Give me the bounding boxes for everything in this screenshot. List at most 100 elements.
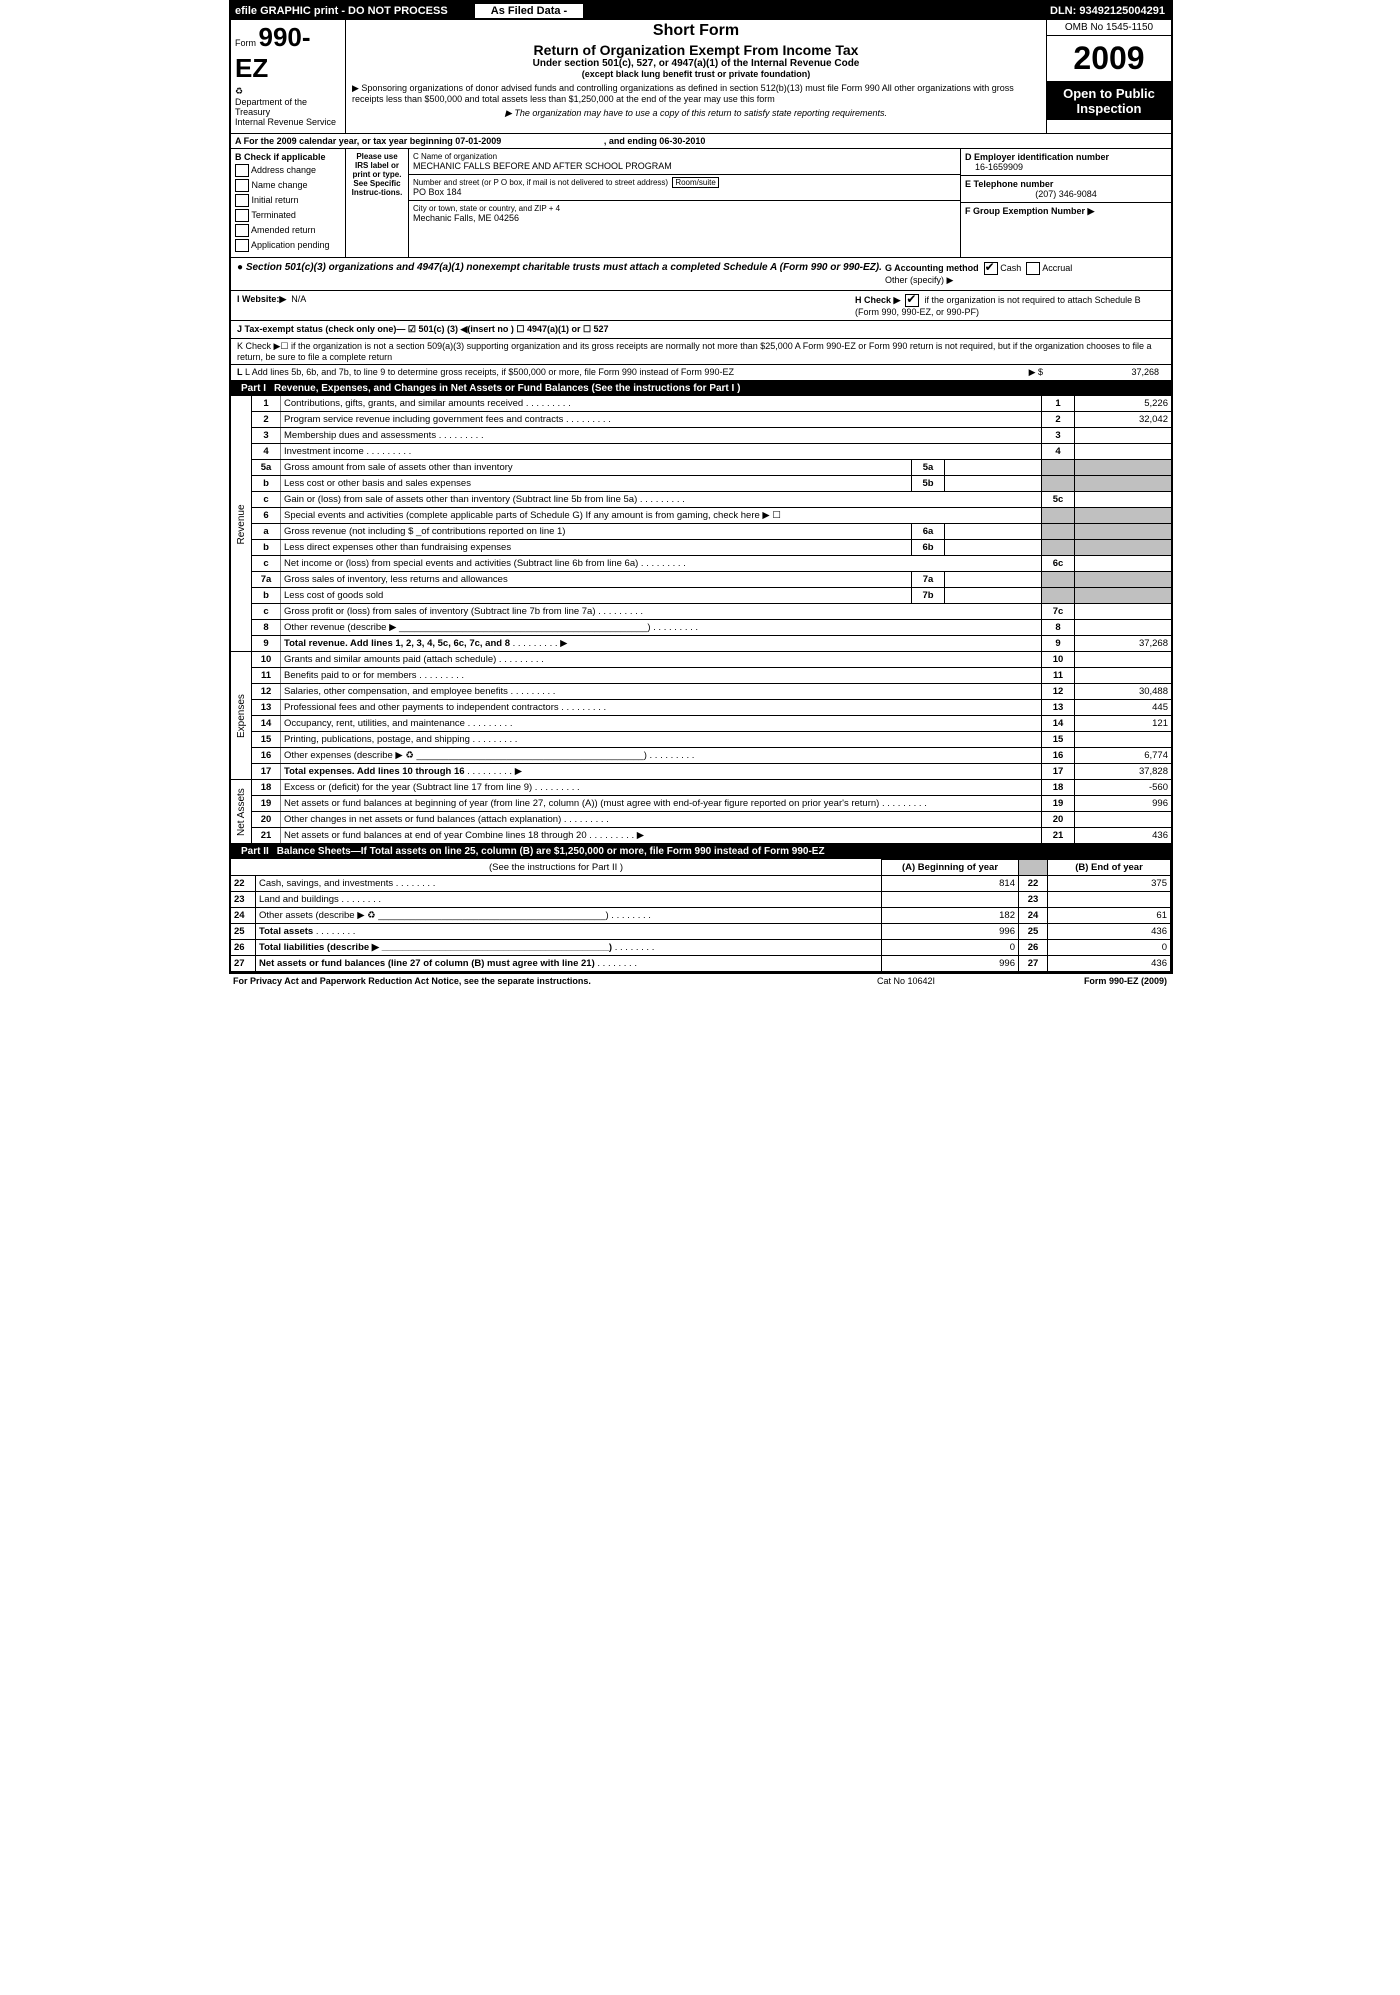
line-desc: Printing, publications, postage, and shi… bbox=[281, 732, 1042, 748]
line-desc: Other revenue (describe ▶ ______________… bbox=[281, 620, 1042, 636]
footer: For Privacy Act and Paperwork Reduction … bbox=[229, 974, 1171, 988]
line-amount bbox=[1075, 620, 1172, 636]
box-e-label: E Telephone number bbox=[965, 179, 1167, 189]
cash-label: Cash bbox=[1000, 263, 1021, 273]
line-number: 12 bbox=[252, 684, 281, 700]
table-row: Revenue1Contributions, gifts, grants, an… bbox=[231, 396, 1171, 412]
part2-note: (See the instructions for Part II ) bbox=[231, 860, 882, 876]
boxb-item: Name change bbox=[235, 179, 341, 192]
line-number: 11 bbox=[252, 668, 281, 684]
table-row: 6Special events and activities (complete… bbox=[231, 508, 1171, 524]
line-number: 27 bbox=[231, 956, 256, 972]
boxb-checkbox[interactable] bbox=[235, 179, 249, 192]
line-desc: Total expenses. Add lines 10 through 16 … bbox=[281, 764, 1042, 780]
line-number: 17 bbox=[252, 764, 281, 780]
line-ref: 11 bbox=[1042, 668, 1075, 684]
line-ref: 8 bbox=[1042, 620, 1075, 636]
sub-line-number: 6b bbox=[912, 540, 945, 556]
line-amount: -560 bbox=[1075, 780, 1172, 796]
line-ref-shaded bbox=[1042, 508, 1075, 524]
line-number: 25 bbox=[231, 924, 256, 940]
col-a-value: 0 bbox=[882, 940, 1019, 956]
sub-line-number: 5a bbox=[912, 460, 945, 476]
line-amount bbox=[1075, 556, 1172, 572]
line-amount bbox=[1075, 732, 1172, 748]
line-ref: 2 bbox=[1042, 412, 1075, 428]
row-h-checkbox[interactable] bbox=[905, 294, 919, 307]
irs-label: Internal Revenue Service bbox=[235, 117, 341, 127]
line-desc: Gross revenue (not including $ _of contr… bbox=[281, 524, 912, 540]
sub-line-value bbox=[945, 588, 1042, 604]
line-number: 3 bbox=[252, 428, 281, 444]
line-desc: Occupancy, rent, utilities, and maintena… bbox=[281, 716, 1042, 732]
line-desc: Land and buildings . . . . . . . . bbox=[256, 892, 882, 908]
col-b-value: 436 bbox=[1048, 924, 1171, 940]
boxb-checkbox[interactable] bbox=[235, 224, 249, 237]
line-desc: Salaries, other compensation, and employ… bbox=[281, 684, 1042, 700]
section-a-text: A For the 2009 calendar year, or tax yea… bbox=[235, 136, 501, 146]
sub-line-number: 7a bbox=[912, 572, 945, 588]
line-number: 9 bbox=[252, 636, 281, 652]
table-row: 23Land and buildings . . . . . . . .23 bbox=[231, 892, 1171, 908]
table-row: cGross profit or (loss) from sales of in… bbox=[231, 604, 1171, 620]
line-number: 10 bbox=[252, 652, 281, 668]
line-desc: Gain or (loss) from sale of assets other… bbox=[281, 492, 1042, 508]
line-number: a bbox=[252, 524, 281, 540]
header-note1: ▶ Sponsoring organizations of donor advi… bbox=[352, 83, 1040, 104]
table-row: Net Assets18Excess or (deficit) for the … bbox=[231, 780, 1171, 796]
table-row: 12Salaries, other compensation, and empl… bbox=[231, 684, 1171, 700]
boxb-checkbox[interactable] bbox=[235, 239, 249, 252]
line-number: 21 bbox=[252, 828, 281, 844]
line-amount bbox=[1075, 812, 1172, 828]
line-number: 16 bbox=[252, 748, 281, 764]
table-row: 13Professional fees and other payments t… bbox=[231, 700, 1171, 716]
line-amount bbox=[1075, 604, 1172, 620]
line-desc: Net income or (loss) from special events… bbox=[281, 556, 1042, 572]
line-number: 13 bbox=[252, 700, 281, 716]
line-number: 23 bbox=[231, 892, 256, 908]
cash-checkbox[interactable] bbox=[984, 262, 998, 275]
line-desc: Other expenses (describe ▶ ♻ ___________… bbox=[281, 748, 1042, 764]
table-row: 20Other changes in net assets or fund ba… bbox=[231, 812, 1171, 828]
boxb-checkbox[interactable] bbox=[235, 164, 249, 177]
label-city: City or town, state or country, and ZIP … bbox=[413, 204, 956, 213]
line-ref: 22 bbox=[1019, 876, 1048, 892]
table-row: 15Printing, publications, postage, and s… bbox=[231, 732, 1171, 748]
line-ref-shaded bbox=[1042, 540, 1075, 556]
top-bar-right: DLN: 93492125004291 bbox=[874, 5, 1171, 17]
part2-lnum-hdr bbox=[1019, 860, 1048, 876]
row-i-h: I Website:▶ N/A H Check ▶ if the organiz… bbox=[231, 291, 1171, 321]
line-ref: 12 bbox=[1042, 684, 1075, 700]
line-desc: Grants and similar amounts paid (attach … bbox=[281, 652, 1042, 668]
line-desc: Net assets or fund balances (line 27 of … bbox=[256, 956, 882, 972]
box-please: Please use IRS label or print or type. S… bbox=[346, 149, 409, 257]
part2-table: (See the instructions for Part II ) (A) … bbox=[231, 859, 1171, 972]
row-i-label: I Website:▶ bbox=[237, 294, 286, 304]
sub-line-value bbox=[945, 460, 1042, 476]
line-desc: Excess or (deficit) for the year (Subtra… bbox=[281, 780, 1042, 796]
accrual-checkbox[interactable] bbox=[1026, 262, 1040, 275]
line-ref: 10 bbox=[1042, 652, 1075, 668]
table-row: 27Net assets or fund balances (line 27 o… bbox=[231, 956, 1171, 972]
main-title: Return of Organization Exempt From Incom… bbox=[352, 42, 1040, 58]
line-amount: 996 bbox=[1075, 796, 1172, 812]
line-number: 20 bbox=[252, 812, 281, 828]
line-amount-shaded bbox=[1075, 476, 1172, 492]
box-g-label: G Accounting method bbox=[885, 263, 979, 273]
boxb-checkbox[interactable] bbox=[235, 209, 249, 222]
table-row: 4Investment income . . . . . . . . .4 bbox=[231, 444, 1171, 460]
recycle-icon bbox=[235, 86, 245, 96]
table-row: 16Other expenses (describe ▶ ♻ _________… bbox=[231, 748, 1171, 764]
sec501-text: ● Section 501(c)(3) organizations and 49… bbox=[237, 262, 885, 286]
header-right: OMB No 1545-1150 2009 Open to Public Ins… bbox=[1046, 20, 1171, 133]
side-label-revenue: Revenue bbox=[231, 396, 252, 652]
header-note2: ▶ The organization may have to use a cop… bbox=[352, 108, 1040, 119]
table-row: 21Net assets or fund balances at end of … bbox=[231, 828, 1171, 844]
row-h-label: H Check ▶ bbox=[855, 295, 900, 305]
boxb-checkbox[interactable] bbox=[235, 194, 249, 207]
box-g: G Accounting method Cash Accrual Other (… bbox=[885, 262, 1165, 286]
boxb-item: Address change bbox=[235, 164, 341, 177]
row-l-arrow: ▶ $ bbox=[1029, 367, 1043, 377]
row-l: L L Add lines 5b, 6b, and 7b, to line 9 … bbox=[231, 365, 1171, 381]
line-amount: 6,774 bbox=[1075, 748, 1172, 764]
